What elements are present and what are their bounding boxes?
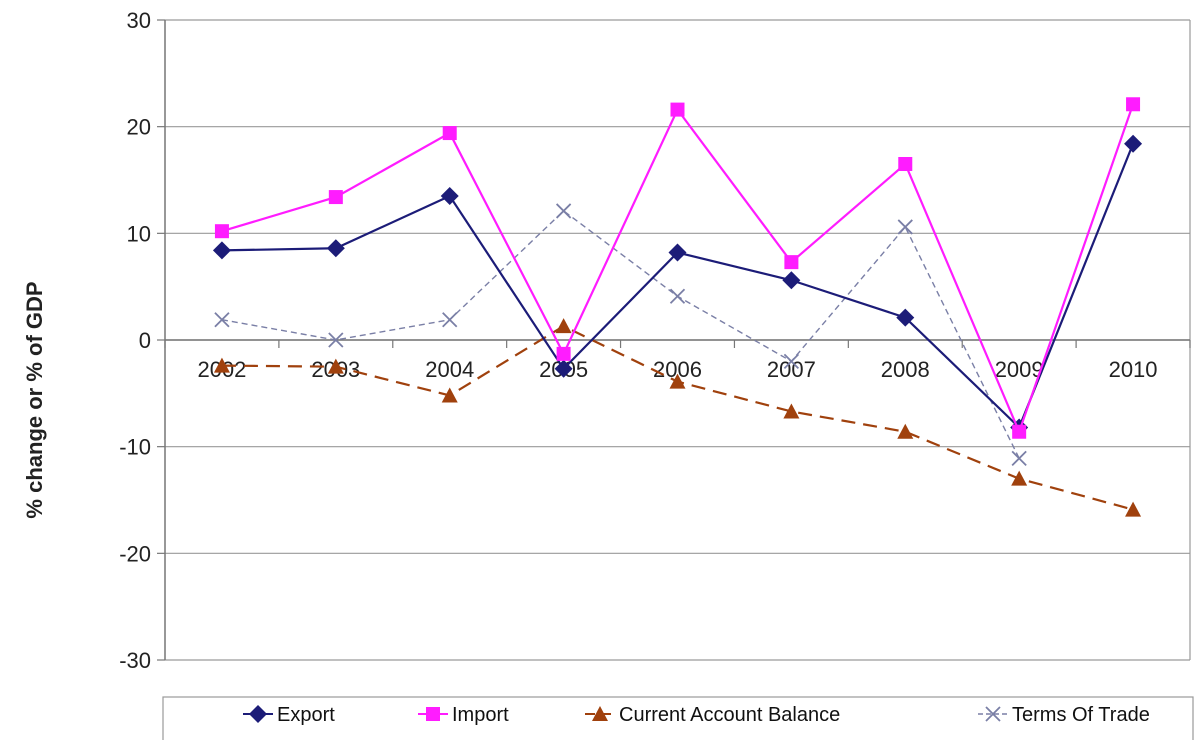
x-tick-label: 2004 bbox=[425, 357, 474, 382]
y-tick-label: -10 bbox=[119, 435, 151, 460]
data-point bbox=[328, 190, 343, 205]
y-tick-label: 30 bbox=[127, 8, 151, 33]
data-point bbox=[897, 423, 914, 439]
data-point bbox=[1011, 450, 1027, 467]
data-point bbox=[441, 387, 458, 403]
data-point bbox=[555, 203, 572, 219]
data-point bbox=[327, 358, 344, 374]
series-terms-of-trade bbox=[214, 203, 1027, 467]
legend-label: Import bbox=[452, 704, 509, 726]
data-point bbox=[784, 255, 799, 270]
data-point bbox=[896, 308, 915, 327]
legend-label: Export bbox=[277, 704, 335, 726]
legend-item: Import bbox=[418, 704, 509, 726]
series-lines bbox=[212, 97, 1143, 517]
y-axis-label: % change or % of GDP bbox=[22, 281, 47, 518]
data-point bbox=[214, 224, 229, 239]
x-tick-label: 2008 bbox=[881, 357, 930, 382]
data-point bbox=[898, 157, 913, 171]
data-point bbox=[668, 243, 687, 262]
data-point bbox=[554, 359, 573, 378]
legend: Export Import Current Account Balance Terms… bbox=[162, 696, 1194, 740]
legend-item: Terms Of Trade bbox=[978, 704, 1150, 726]
data-point bbox=[556, 346, 571, 361]
legend-marker bbox=[592, 706, 608, 721]
x-tick-label: 2009 bbox=[995, 357, 1044, 382]
data-point bbox=[669, 288, 686, 304]
legend-marker bbox=[426, 707, 440, 721]
y-tick-label: 0 bbox=[139, 328, 151, 353]
data-point bbox=[555, 318, 572, 334]
data-point bbox=[1012, 424, 1027, 439]
legend-marker bbox=[249, 705, 267, 723]
data-point bbox=[669, 373, 686, 389]
data-point bbox=[326, 239, 345, 258]
y-tick-label: -20 bbox=[119, 541, 151, 566]
data-point bbox=[442, 312, 458, 328]
legend-box bbox=[162, 696, 1194, 740]
y-tick-label: -30 bbox=[119, 648, 151, 673]
legend-marker bbox=[985, 706, 1001, 722]
legend-label: Current Account Balance bbox=[619, 704, 840, 726]
data-point bbox=[213, 357, 230, 373]
legend-item: Export bbox=[243, 704, 335, 726]
series-import bbox=[214, 97, 1141, 439]
x-tick-label: 2010 bbox=[1109, 357, 1158, 382]
data-point bbox=[212, 241, 231, 260]
y-tick-label: 10 bbox=[127, 221, 151, 246]
data-point bbox=[670, 102, 685, 117]
legend-item: Current Account Balance bbox=[585, 704, 840, 726]
data-point bbox=[782, 271, 801, 290]
data-point bbox=[1126, 97, 1141, 112]
data-point bbox=[1124, 134, 1143, 153]
data-point bbox=[1011, 470, 1028, 486]
series-line bbox=[221, 210, 1020, 459]
series-current-account-balance bbox=[213, 318, 1142, 517]
data-point bbox=[1125, 501, 1142, 517]
data-point bbox=[328, 332, 344, 348]
y-tick-label: 20 bbox=[127, 115, 151, 140]
data-point bbox=[897, 219, 913, 235]
data-point bbox=[783, 403, 800, 419]
series-line bbox=[221, 324, 1134, 511]
legend-label: Terms Of Trade bbox=[1012, 704, 1150, 726]
data-point bbox=[442, 126, 457, 141]
data-point bbox=[214, 312, 230, 328]
y-tick-labels: 30 20 10 0 -10 -20 -30 bbox=[119, 8, 151, 673]
data-point bbox=[783, 353, 800, 369]
data-point bbox=[440, 187, 459, 205]
